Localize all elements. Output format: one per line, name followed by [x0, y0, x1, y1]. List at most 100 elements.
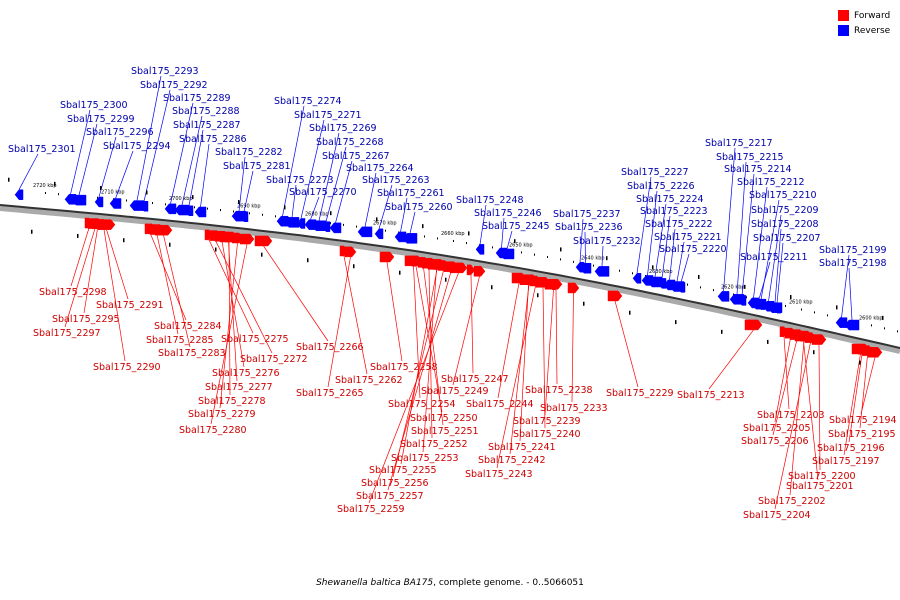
- scale-tick-label: 2690 kbp: [237, 203, 261, 209]
- scale-tick: [437, 237, 438, 240]
- gene-tick-mark: [376, 217, 378, 222]
- gene-label-reverse: Sbal175_2296: [86, 127, 154, 138]
- leader-line: [555, 289, 558, 385]
- leader-line: [243, 170, 254, 212]
- leader-line: [661, 215, 671, 279]
- gene-tick-mark: [859, 360, 861, 365]
- reverse-gene-arrow: [239, 211, 249, 222]
- gene-label-reverse: Sbal175_2209: [751, 205, 819, 216]
- leader-line: [115, 150, 134, 199]
- gene-tick-mark: [514, 239, 516, 244]
- reverse-gene-arrow: [676, 282, 686, 293]
- leader-line: [544, 289, 554, 416]
- scale-tick: [687, 283, 688, 286]
- gene-label-forward: Sbal175_2253: [391, 453, 459, 464]
- leader-line: [571, 292, 574, 403]
- gene-tick-mark: [192, 195, 194, 200]
- leader-line: [263, 245, 329, 342]
- scale-tick: [897, 330, 898, 333]
- leader-line: [98, 136, 117, 198]
- leader-line: [200, 143, 210, 208]
- forward-gene-arrow: [449, 262, 468, 274]
- reverse-gene-arrow: [844, 319, 860, 331]
- gene-label-forward: Sbal175_2204: [743, 510, 811, 521]
- leader-line: [452, 276, 480, 386]
- leader-line: [584, 231, 586, 264]
- leader-line: [774, 228, 782, 303]
- gene-label-forward: Sbal175_2259: [337, 504, 405, 515]
- scale-tick: [801, 308, 802, 311]
- scale-tick: [547, 256, 548, 259]
- reverse-gene-arrow: [184, 205, 194, 217]
- scale-tick: [275, 215, 276, 218]
- scale-tick: [619, 269, 620, 272]
- forward-gene-arrow: [607, 290, 623, 302]
- leader-line: [368, 272, 459, 504]
- scale-tick-label: 2660 kbp: [441, 231, 465, 237]
- forward-gene-arrow: [99, 219, 109, 230]
- gene-label-forward: Sbal175_2238: [525, 385, 593, 396]
- gene-label-forward: Sbal175_2205: [743, 423, 811, 434]
- scale-tick: [58, 193, 59, 196]
- leader-line: [238, 156, 246, 212]
- gene-label-reverse: Sbal175_2215: [716, 152, 784, 163]
- legend-label: Reverse: [854, 25, 891, 36]
- scale-tick: [466, 242, 467, 245]
- leader-line: [860, 357, 876, 415]
- gene-label-reverse: Sbal175_2289: [163, 93, 231, 104]
- scale-tick: [330, 222, 331, 225]
- gene-label-forward: Sbal175_2195: [828, 429, 896, 440]
- gene-label-forward: Sbal175_2265: [296, 388, 364, 399]
- gene-label-forward: Sbal175_2200: [788, 471, 856, 482]
- legend-label: Forward: [854, 10, 891, 21]
- gene-tick-mark: [77, 233, 79, 238]
- gene-label-forward: Sbal175_2254: [388, 399, 456, 410]
- gene-label-forward: Sbal175_2251: [411, 426, 479, 437]
- gene-label-reverse: Sbal175_2237: [553, 209, 621, 220]
- gene-label-forward: Sbal175_2298: [39, 287, 107, 298]
- gene-label-forward: Sbal175_2262: [335, 375, 403, 386]
- gene-label-reverse: Sbal175_2282: [215, 147, 283, 158]
- leader-line: [772, 339, 798, 436]
- leader-line: [741, 173, 755, 296]
- gene-label-forward: Sbal175_2196: [817, 443, 885, 454]
- scale-tick: [165, 203, 166, 206]
- gene-tick-mark: [882, 315, 884, 320]
- scale-tick: [560, 258, 561, 261]
- reverse-gene-arrow: [94, 196, 104, 208]
- reverse-gene-arrow: [329, 222, 342, 234]
- leader-line: [364, 172, 377, 227]
- leader-line: [327, 256, 351, 388]
- gene-label-forward: Sbal175_2252: [400, 439, 468, 450]
- gene-label-forward: Sbal175_2255: [369, 465, 437, 476]
- leader-line: [774, 342, 811, 510]
- leader-line: [291, 184, 297, 218]
- leader-line: [470, 274, 474, 374]
- legend-item-reverse: Reverse: [838, 23, 890, 38]
- leader-line: [221, 241, 245, 368]
- gene-label-forward: Sbal175_2206: [741, 436, 809, 447]
- gene-label-reverse: Sbal175_2223: [640, 206, 708, 217]
- gene-label-forward: Sbal175_2249: [421, 386, 489, 397]
- gene-label-reverse: Sbal175_2273: [266, 175, 334, 186]
- leader-line: [78, 123, 98, 196]
- leader-line: [18, 153, 39, 190]
- leader-line: [188, 129, 204, 206]
- leader-line: [70, 109, 91, 195]
- scale-tick: [827, 314, 828, 317]
- gene-label-forward: Sbal175_2201: [786, 481, 854, 492]
- leader-line: [136, 75, 162, 201]
- leader-line: [163, 235, 191, 348]
- leader-line: [143, 89, 171, 202]
- scale-tick: [785, 304, 786, 307]
- leader-line: [64, 228, 96, 328]
- leader-line: [282, 105, 305, 217]
- leader-line: [325, 146, 347, 222]
- gene-tick-mark: [307, 258, 309, 263]
- scale-tick: [871, 324, 872, 327]
- scale-tick: [45, 192, 46, 195]
- gene-label-forward: Sbal175_2239: [513, 416, 581, 427]
- forward-gene-arrow: [567, 282, 580, 294]
- gene-tick-mark: [583, 301, 585, 306]
- gene-label-reverse: Sbal175_2281: [223, 161, 291, 172]
